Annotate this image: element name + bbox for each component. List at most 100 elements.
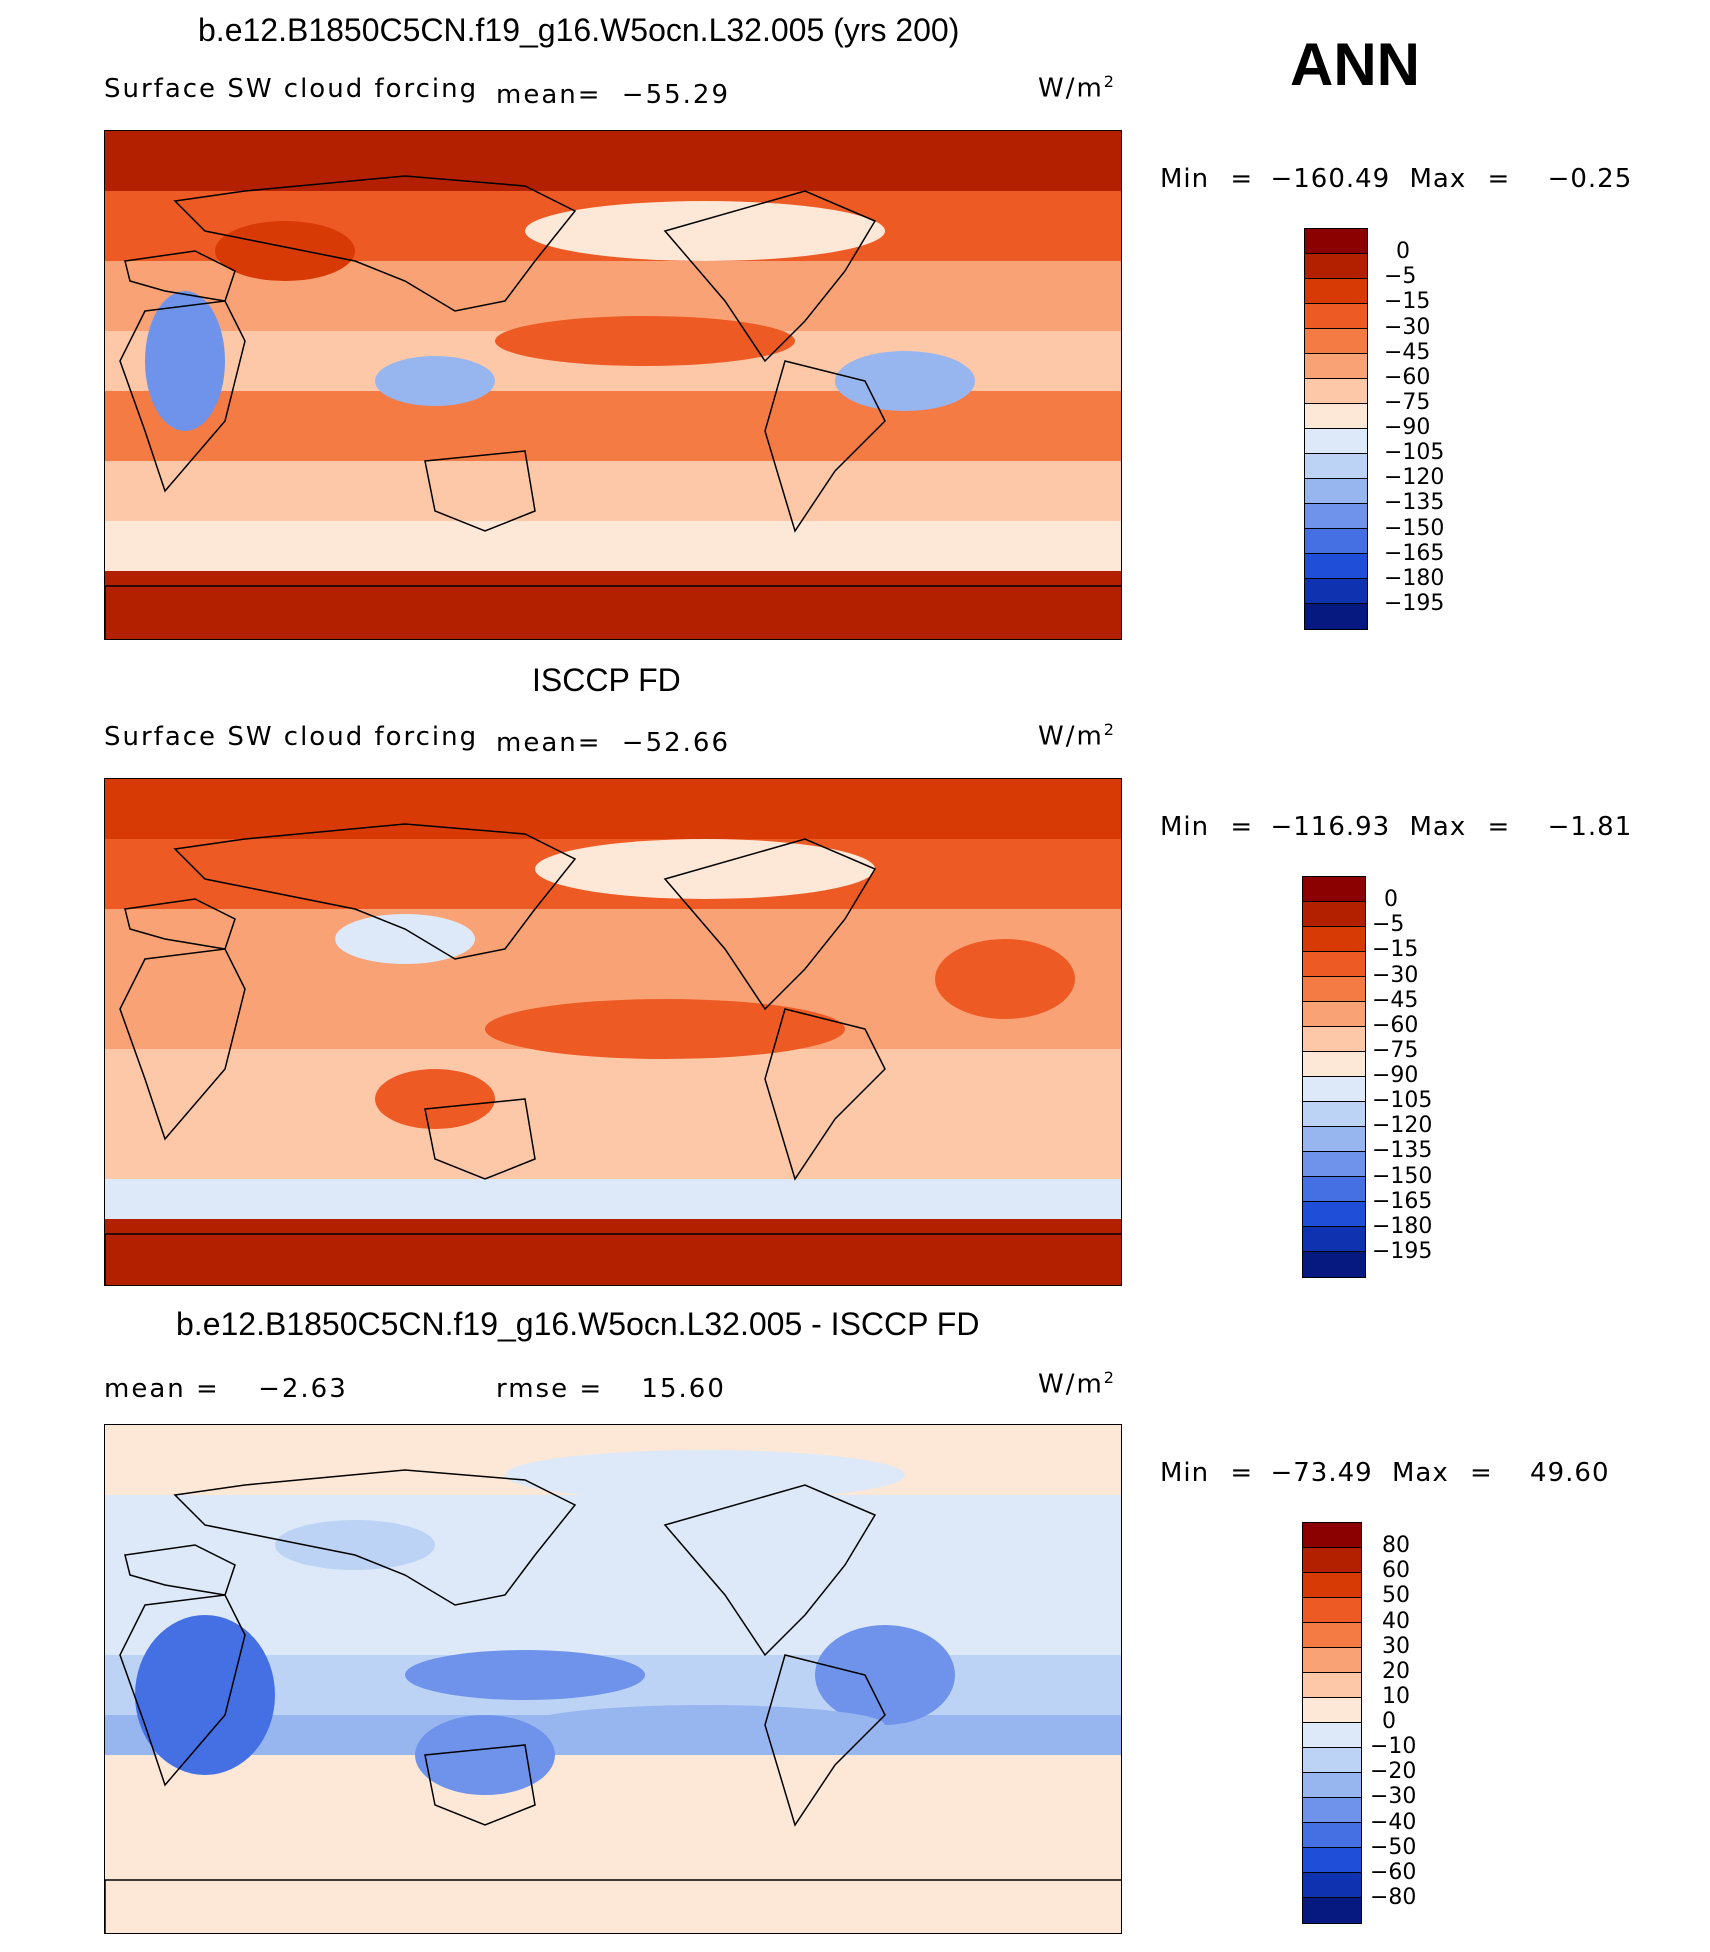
- colorbar-swatch: [1303, 1227, 1365, 1252]
- map-canvas: [105, 131, 1121, 639]
- field-anomaly: [815, 1625, 955, 1725]
- field-anomaly: [485, 999, 845, 1059]
- colorbar-swatch: [1303, 1523, 1361, 1548]
- coastline: [173, 175, 577, 312]
- panel-1-colorbar: [1304, 228, 1368, 630]
- colorbar-swatch: [1303, 1748, 1361, 1773]
- panel-2-units: W/m2: [1038, 720, 1116, 752]
- field-band: [105, 571, 1121, 639]
- colorbar-tick-label: −60: [1384, 364, 1431, 390]
- coastline: [424, 1744, 536, 1826]
- field-anomaly: [935, 939, 1075, 1019]
- colorbar-tick-label: −75: [1384, 389, 1431, 415]
- colorbar-tick-label: −90: [1372, 1063, 1419, 1088]
- colorbar-swatch: [1303, 1002, 1365, 1027]
- panel-1-title: b.e12.B1850C5CN.f19_g16.W5ocn.L32.005 (y…: [198, 12, 960, 48]
- coastline: [119, 948, 246, 1141]
- colorbar-swatch: [1303, 1152, 1365, 1177]
- colorbar-swatch: [1305, 529, 1367, 554]
- colorbar-swatch: [1303, 927, 1365, 952]
- colorbar-tick-label: −150: [1372, 1163, 1433, 1189]
- colorbar-tick-label: −30: [1370, 1784, 1417, 1810]
- colorbar-tick-label: −10: [1370, 1734, 1417, 1760]
- panel-2-minmax: Min = −116.93 Max = −1.81: [1160, 812, 1633, 842]
- field-band: [105, 1049, 1121, 1109]
- panel-3-colorbar: [1302, 1522, 1362, 1924]
- coastline: [173, 823, 577, 960]
- field-anomaly: [495, 316, 795, 366]
- colorbar-swatch: [1305, 404, 1367, 429]
- panel-2-max-value: −1.81: [1547, 812, 1633, 842]
- colorbar-tick-label: −45: [1372, 987, 1419, 1013]
- panel-1-min-value: −160.49: [1270, 164, 1391, 194]
- panel-2-colorbar: [1302, 876, 1366, 1278]
- colorbar-swatch: [1305, 554, 1367, 579]
- colorbar-swatch: [1305, 604, 1367, 629]
- colorbar-swatch: [1303, 1202, 1365, 1227]
- colorbar-tick-label: −75: [1372, 1037, 1419, 1063]
- map-canvas: [105, 1425, 1121, 1933]
- colorbar-tick-label: −195: [1384, 590, 1445, 616]
- field-band: [105, 1219, 1121, 1285]
- colorbar-swatch: [1303, 1548, 1361, 1573]
- field-band: [105, 521, 1121, 571]
- panel-3-rmse-label: rmse =: [496, 1374, 604, 1404]
- field-anomaly: [375, 1069, 495, 1129]
- colorbar-tick-label: −45: [1384, 339, 1431, 365]
- colorbar-swatch: [1303, 902, 1365, 927]
- colorbar-tick-label: 60: [1382, 1558, 1410, 1584]
- panel-2-variable: Surface SW cloud forcing: [104, 722, 479, 752]
- field-anomaly: [335, 914, 475, 964]
- colorbar-swatch: [1305, 429, 1367, 454]
- field-anomaly: [405, 1650, 645, 1700]
- colorbar-swatch: [1303, 1027, 1365, 1052]
- colorbar-tick-label: −150: [1384, 515, 1445, 541]
- field-anomaly: [375, 356, 495, 406]
- coastline: [105, 1233, 1121, 1285]
- field-anomaly: [505, 1450, 905, 1500]
- colorbar-tick-label: −90: [1384, 415, 1431, 440]
- colorbar-tick-label: −5: [1372, 912, 1405, 938]
- field-band: [105, 391, 1121, 461]
- colorbar-tick-label: −15: [1372, 937, 1419, 963]
- colorbar-tick-label: 0: [1382, 1709, 1396, 1734]
- colorbar-swatch: [1303, 1177, 1365, 1202]
- coastline: [663, 838, 877, 1011]
- panel-3-min-label: Min: [1160, 1458, 1210, 1488]
- colorbar-swatch: [1303, 1598, 1361, 1623]
- coastline: [663, 190, 877, 363]
- colorbar-swatch: [1303, 952, 1365, 977]
- panel-1-min-label: Min: [1160, 164, 1210, 194]
- colorbar-tick-label: 10: [1382, 1683, 1410, 1709]
- colorbar-swatch: [1305, 329, 1367, 354]
- coastline: [764, 360, 886, 533]
- colorbar-tick-label: −135: [1372, 1138, 1433, 1164]
- colorbar-swatch: [1305, 354, 1367, 379]
- panel-3-mean: mean = −2.63: [104, 1374, 348, 1404]
- colorbar-tick-label: −5: [1384, 264, 1417, 290]
- colorbar-swatch: [1303, 1698, 1361, 1723]
- coastline: [105, 585, 1121, 639]
- colorbar-tick-label: 30: [1382, 1633, 1410, 1659]
- field-anomaly: [535, 839, 875, 899]
- colorbar-swatch: [1303, 877, 1365, 902]
- panel-3-mean-label: mean =: [104, 1374, 220, 1404]
- panel-2-title: ISCCP FD: [532, 662, 681, 698]
- colorbar-swatch: [1303, 1648, 1361, 1673]
- coastline: [119, 1594, 246, 1787]
- map-canvas: [105, 779, 1121, 1285]
- colorbar-swatch: [1305, 254, 1367, 279]
- colorbar-swatch: [1303, 1052, 1365, 1077]
- panel-3-min-value: −73.49: [1270, 1458, 1373, 1488]
- colorbar-tick-label: 50: [1382, 1583, 1410, 1609]
- colorbar-swatch: [1305, 454, 1367, 479]
- colorbar-tick-label: −20: [1370, 1759, 1417, 1785]
- colorbar-swatch: [1303, 1723, 1361, 1748]
- field-anomaly: [415, 1715, 555, 1795]
- field-band: [105, 1495, 1121, 1575]
- panel-1-mean-label: mean=: [496, 80, 602, 110]
- colorbar-swatch: [1303, 1623, 1361, 1648]
- colorbar-tick-label: −60: [1372, 1012, 1419, 1038]
- colorbar-tick-label: −30: [1372, 962, 1419, 988]
- panel-3-rmse: rmse = 15.60: [496, 1374, 726, 1404]
